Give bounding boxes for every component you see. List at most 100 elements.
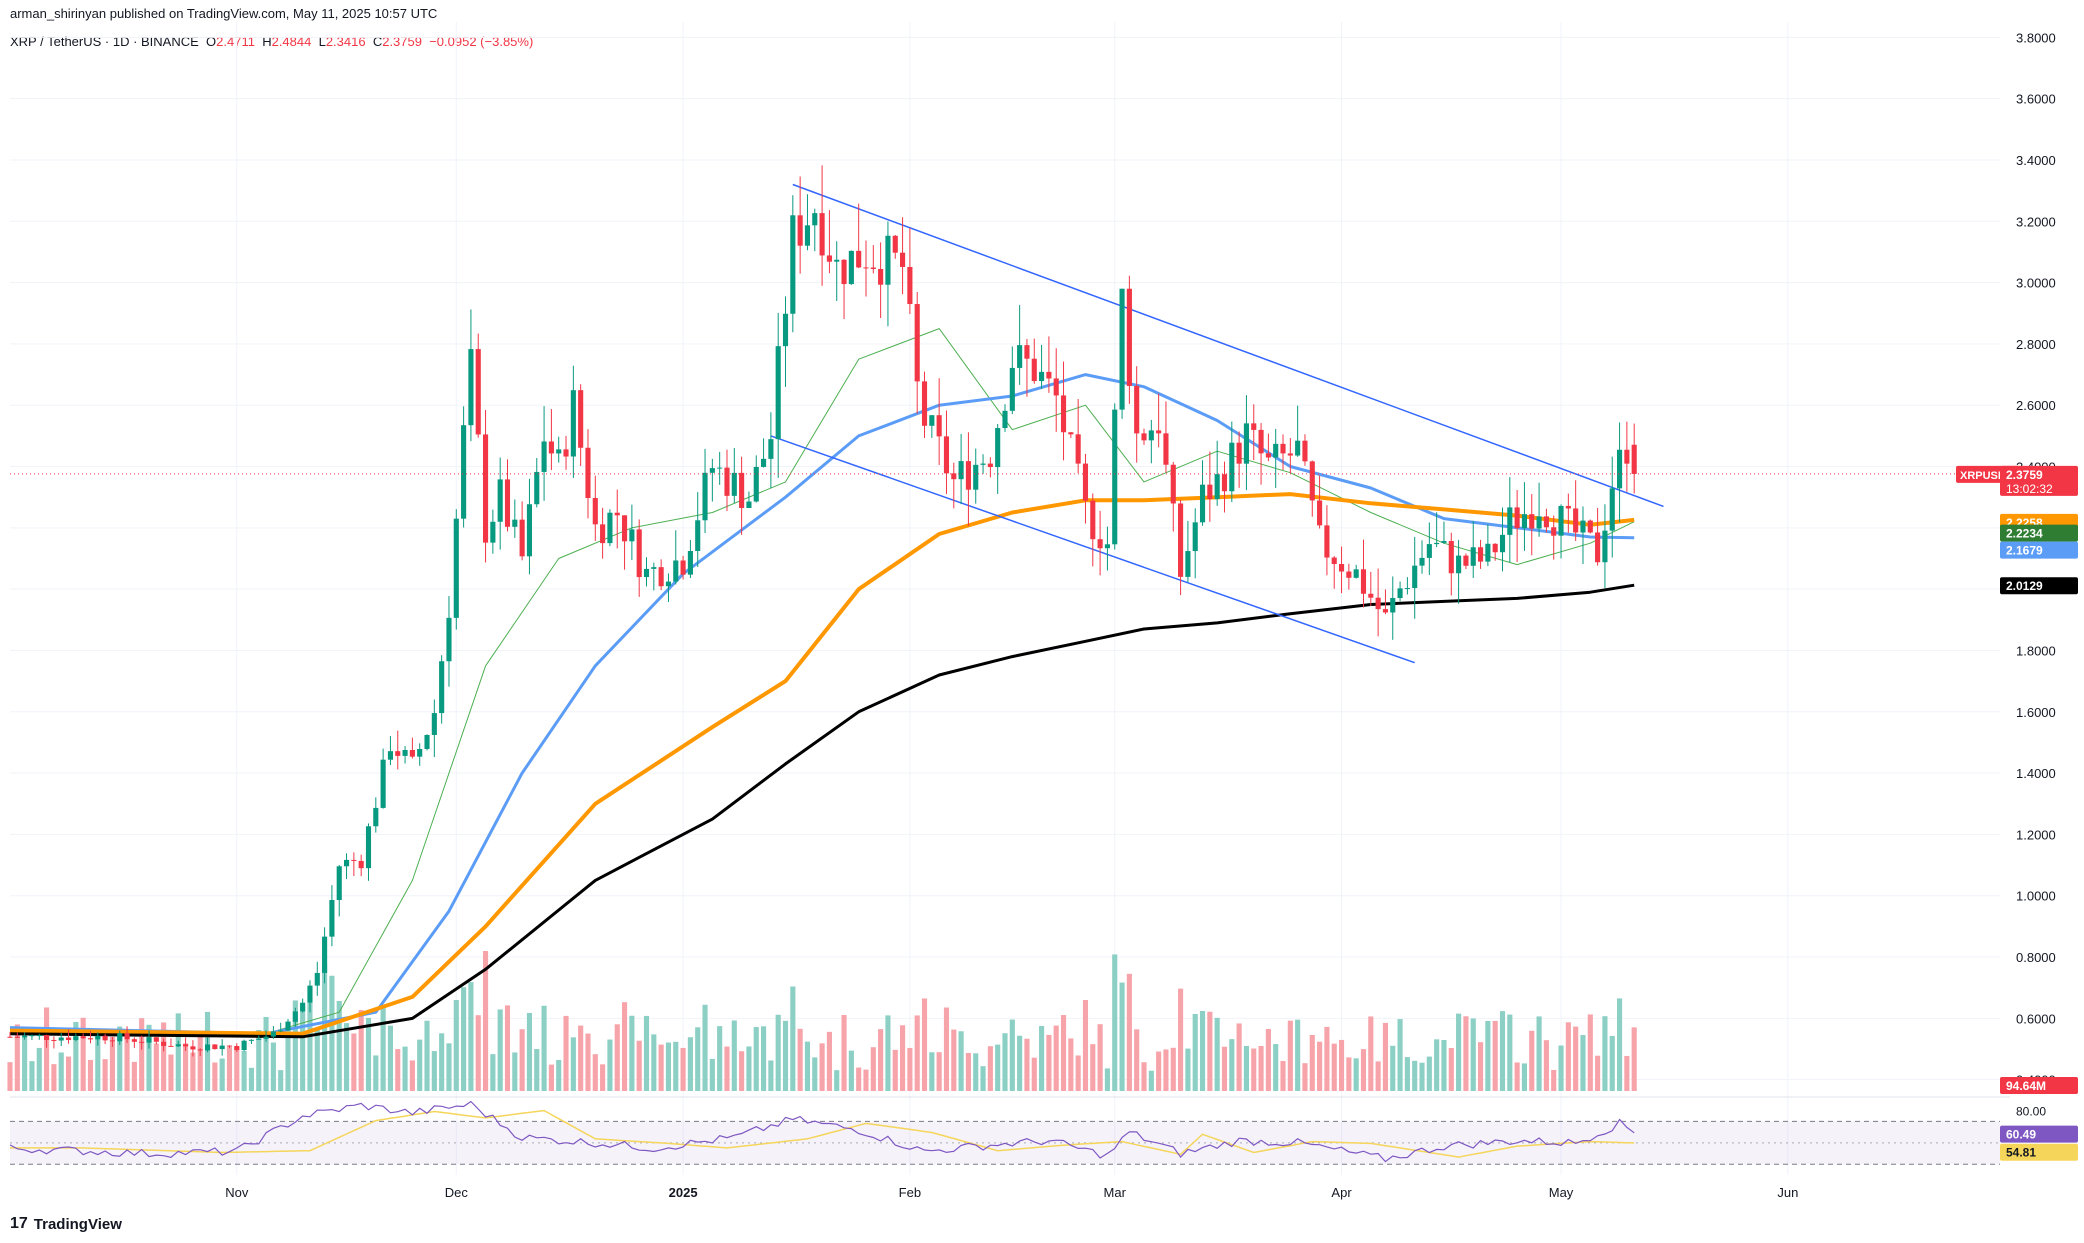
tradingview-logo-icon: 17	[10, 1215, 28, 1232]
volume-bar	[446, 1043, 452, 1091]
volume-bar	[1090, 1044, 1096, 1091]
candle-body	[812, 213, 818, 226]
candle-body	[241, 1040, 247, 1051]
candle-body	[563, 449, 569, 457]
candle-body	[1229, 442, 1235, 492]
candle-body	[278, 1030, 284, 1032]
volume-bar	[1207, 1011, 1213, 1091]
volume-bar	[453, 999, 459, 1091]
volume-bar	[563, 1015, 569, 1091]
volume-bar	[482, 951, 489, 1091]
volume-bar	[1221, 1046, 1228, 1091]
symbol-badge: XRPUSDT	[1960, 470, 2013, 482]
y-tick-label: 3.8000	[2016, 30, 2056, 45]
candle-body	[1090, 500, 1096, 540]
candle-body	[190, 1046, 196, 1050]
candle-body	[80, 1036, 86, 1039]
volume-bar	[512, 1052, 518, 1091]
volume-bar	[431, 1051, 437, 1091]
candle-body	[336, 866, 342, 901]
volume-bar	[1258, 1045, 1264, 1091]
rsi-ma-line	[10, 1109, 1635, 1158]
volume-bars	[7, 951, 1637, 1091]
volume-bar	[1039, 1026, 1045, 1091]
volume-bar	[1390, 1045, 1396, 1091]
volume-bar	[1075, 1055, 1081, 1091]
candle-body	[1324, 525, 1330, 558]
y-tick-label: 1.6000	[2016, 705, 2056, 720]
candle-body	[578, 390, 584, 448]
axes: 3.8000 3.6000 3.4000 3.2000 3.0000 2.8000 2.60…	[10, 30, 2056, 1200]
volume-bar	[848, 1050, 854, 1091]
volume-bar	[1331, 1043, 1337, 1091]
candle-body	[461, 425, 467, 519]
price-badge-sub: 13:02:32	[2006, 482, 2053, 496]
volume-bar	[475, 1015, 481, 1091]
volume-bar	[570, 1037, 576, 1091]
volume-bar	[1236, 1023, 1242, 1091]
price-badges: XRPUSDT2.375913:02:322.22582.22342.16792…	[1956, 465, 2078, 1161]
y-tick-label: 3.0000	[2016, 276, 2056, 291]
candle-body	[1602, 530, 1608, 563]
volume-bar	[1134, 1029, 1140, 1091]
volume-bar	[870, 1047, 876, 1091]
volume-bar	[1507, 1014, 1513, 1091]
volume-bar	[109, 1036, 115, 1091]
ma-black-badge: 2.0129	[2006, 579, 2043, 593]
volume-bar	[717, 1026, 723, 1091]
volume-bar	[51, 1064, 57, 1091]
volume-bar	[761, 1026, 767, 1091]
volume-bar	[1302, 1063, 1308, 1091]
candle-body	[22, 1035, 28, 1038]
candle-body	[168, 1045, 174, 1047]
volume-bar	[1324, 1026, 1330, 1091]
volume-bar	[300, 1005, 306, 1091]
volume-bar	[1631, 1027, 1637, 1091]
volume-bar	[1287, 1020, 1293, 1091]
volume-bar	[541, 1005, 547, 1091]
candle-body	[44, 1035, 50, 1040]
candle-body	[1119, 288, 1125, 410]
tradingview-logo[interactable]: 17 TradingView	[10, 1215, 122, 1233]
volume-bar	[921, 998, 928, 1091]
volume-bar	[863, 1069, 869, 1091]
volume-bar	[1368, 1016, 1374, 1091]
y-tick-label: 0.6000	[2016, 1011, 2056, 1026]
candle-body	[1514, 507, 1520, 529]
candle-body	[1104, 544, 1110, 549]
candle-body	[519, 519, 525, 557]
candle-body	[834, 259, 840, 262]
candle-body	[1053, 378, 1059, 396]
candle-body	[1463, 555, 1469, 566]
candle-body	[600, 524, 606, 544]
volume-bar	[1529, 1030, 1535, 1091]
candle-body	[65, 1037, 72, 1041]
volume-bar	[753, 1027, 759, 1091]
candle-body	[1543, 516, 1549, 528]
volume-bar	[607, 1039, 613, 1091]
rsi-ma-badge-bg	[2000, 1143, 2078, 1161]
volume-bar	[629, 1015, 635, 1091]
y-tick-label: 0.8000	[2016, 950, 2056, 965]
candle-body	[1178, 503, 1184, 577]
candle-body	[914, 304, 920, 382]
volume-bar	[197, 1033, 203, 1091]
volume-bar	[1426, 1056, 1432, 1091]
volume-bar	[402, 1046, 408, 1091]
candle-body	[709, 468, 715, 473]
candle-body	[1009, 367, 1015, 411]
volume-bar	[439, 1033, 445, 1091]
volume-bar	[585, 1033, 591, 1091]
candle-body	[1280, 443, 1286, 454]
candle-body	[614, 512, 620, 516]
candle-body	[1587, 520, 1593, 533]
volume-bar	[117, 1026, 123, 1091]
candle-body	[826, 255, 832, 262]
volume-bar	[900, 1025, 906, 1091]
candle-body	[1331, 557, 1337, 564]
candle-body	[36, 1035, 42, 1037]
x-tick-label: Apr	[1331, 1185, 1352, 1200]
candle-body	[629, 529, 635, 542]
rsi-level-label: 80.00	[2016, 1105, 2046, 1119]
